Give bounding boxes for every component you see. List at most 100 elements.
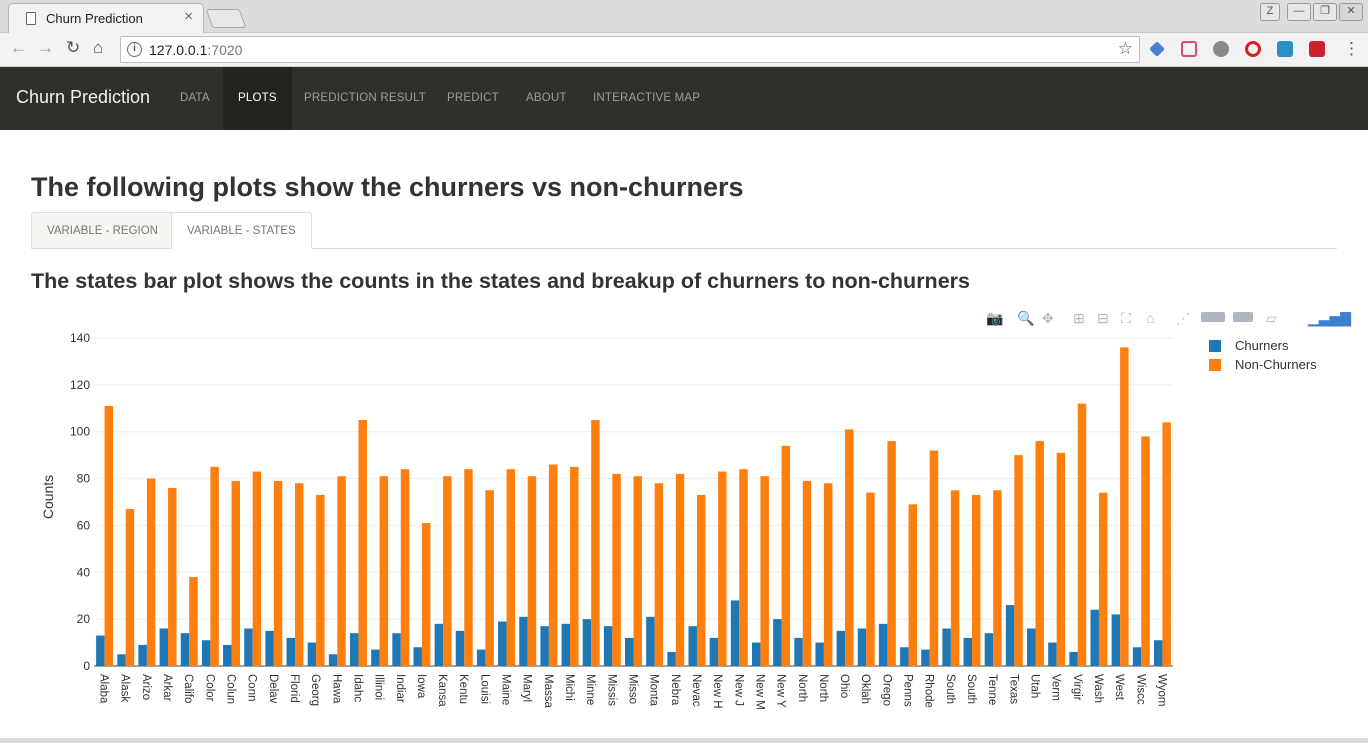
reset-axes-icon[interactable]: ⌂ bbox=[1146, 310, 1155, 326]
tab-variable-region[interactable]: VARIABLE - REGION bbox=[31, 212, 174, 249]
tab-variable-states[interactable]: VARIABLE - STATES bbox=[171, 212, 312, 249]
forward-icon[interactable]: → bbox=[37, 38, 54, 57]
bar bbox=[582, 619, 592, 666]
address-bar[interactable]: i 127.0.0.1:7020 ☆ bbox=[120, 36, 1140, 63]
zoom-in-icon[interactable]: ⊞ bbox=[1073, 310, 1085, 326]
bar bbox=[273, 480, 283, 666]
x-tick-label: Rhode bbox=[923, 674, 935, 708]
minimize-icon[interactable]: — bbox=[1287, 3, 1311, 21]
nav-interactive-map[interactable]: INTERACTIVE MAP bbox=[593, 92, 701, 104]
hover-closest-icon[interactable] bbox=[1201, 312, 1225, 322]
new-tab-button[interactable] bbox=[205, 9, 247, 28]
edit-chart-icon[interactable]: ▱ bbox=[1266, 310, 1277, 326]
nav-about[interactable]: ABOUT bbox=[526, 92, 567, 104]
legend: Churners Non-Churners bbox=[1209, 338, 1317, 372]
bar bbox=[337, 476, 346, 666]
bar bbox=[718, 471, 727, 666]
x-tick-label: Georg bbox=[309, 674, 321, 706]
extension-opera-icon[interactable] bbox=[1245, 41, 1261, 57]
bar bbox=[1056, 452, 1066, 666]
spike-lines-icon[interactable]: ⋰ bbox=[1176, 310, 1190, 326]
extension-reader-icon[interactable] bbox=[1277, 41, 1293, 57]
close-tab-icon[interactable]: × bbox=[184, 8, 193, 25]
plotly-logo-icon[interactable]: ▁▃▅▇ bbox=[1308, 310, 1352, 326]
x-tick-label: Kansa bbox=[436, 674, 448, 707]
reload-icon[interactable]: ↻ bbox=[66, 38, 81, 57]
window-close-icon[interactable]: ✕ bbox=[1339, 3, 1363, 21]
bar bbox=[802, 480, 812, 666]
x-tick-label: Nebra bbox=[669, 674, 681, 706]
bar bbox=[878, 623, 888, 666]
x-tick-label: Minne bbox=[584, 674, 596, 705]
bar bbox=[1153, 640, 1163, 666]
y-tick-label: 140 bbox=[70, 331, 90, 345]
pan-icon[interactable]: ✥ bbox=[1042, 310, 1054, 326]
bar bbox=[667, 651, 676, 666]
browser-tab-title: Churn Prediction bbox=[46, 11, 143, 26]
y-tick-label: 80 bbox=[77, 472, 91, 486]
bar bbox=[189, 576, 198, 666]
x-tick-label: New Y bbox=[775, 674, 787, 708]
extension-pocket-icon[interactable] bbox=[1181, 41, 1197, 57]
x-tick-label: South bbox=[944, 674, 956, 704]
x-tick-label: Delav bbox=[267, 674, 279, 704]
url-port: :7020 bbox=[207, 42, 243, 58]
extension-profile-icon[interactable] bbox=[1213, 41, 1229, 57]
bar bbox=[1077, 403, 1087, 666]
bar bbox=[210, 466, 219, 666]
y-tick-label: 100 bbox=[70, 425, 90, 439]
bar bbox=[815, 642, 824, 666]
legend-label-churners[interactable]: Churners bbox=[1235, 338, 1289, 353]
autoscale-icon[interactable]: ⛶ bbox=[1121, 310, 1131, 326]
bar bbox=[794, 637, 803, 666]
bar bbox=[612, 473, 621, 666]
extension-diamond-icon[interactable] bbox=[1149, 41, 1165, 57]
bar bbox=[646, 616, 655, 666]
bar bbox=[781, 445, 791, 666]
nav-prediction-result[interactable]: PREDICTION RESULT bbox=[304, 92, 427, 104]
navbar-brand[interactable]: Churn Prediction bbox=[16, 87, 151, 107]
x-tick-label: Penns bbox=[902, 674, 914, 707]
restore-icon[interactable]: ❐ bbox=[1313, 3, 1337, 21]
user-icon[interactable]: Z bbox=[1260, 3, 1280, 21]
x-tick-label: Massa bbox=[542, 674, 554, 708]
browser-tab[interactable]: Churn Prediction × bbox=[8, 3, 204, 33]
bar bbox=[866, 492, 875, 666]
x-tick-label: North bbox=[796, 674, 808, 702]
home-icon[interactable]: ⌂ bbox=[93, 38, 104, 57]
bar bbox=[371, 649, 380, 666]
bar bbox=[540, 626, 549, 666]
bar bbox=[1090, 609, 1099, 666]
extension-mendeley-icon[interactable] bbox=[1309, 41, 1325, 57]
menu-kebab-icon[interactable]: ⋮ bbox=[1343, 39, 1360, 58]
bar bbox=[1162, 422, 1171, 666]
zoom-icon[interactable]: 🔍 bbox=[1017, 310, 1035, 326]
nav-data[interactable]: DATA bbox=[180, 92, 210, 104]
bar bbox=[696, 494, 706, 666]
x-tick-label: West bbox=[1113, 674, 1125, 701]
y-tick-label: 120 bbox=[70, 378, 90, 392]
legend-swatch-churners[interactable] bbox=[1209, 340, 1221, 352]
bar bbox=[421, 523, 431, 666]
nav-plots[interactable]: PLOTS bbox=[223, 67, 292, 130]
bar bbox=[349, 633, 359, 666]
bar bbox=[1141, 436, 1150, 666]
bar bbox=[548, 464, 558, 666]
back-icon[interactable]: ← bbox=[10, 38, 27, 57]
camera-icon[interactable]: 📷 bbox=[986, 310, 1004, 326]
legend-swatch-non-churners[interactable] bbox=[1209, 359, 1221, 371]
bar bbox=[400, 469, 410, 666]
x-tick-label: Wiscc bbox=[1134, 674, 1146, 705]
x-tick-label: Misso bbox=[627, 674, 639, 704]
bar bbox=[887, 441, 896, 666]
bar bbox=[984, 633, 994, 666]
bar bbox=[591, 420, 600, 666]
bar bbox=[464, 469, 473, 666]
legend-label-non-churners[interactable]: Non-Churners bbox=[1235, 357, 1317, 372]
hover-compare-icon[interactable] bbox=[1233, 312, 1253, 322]
bar bbox=[434, 623, 444, 666]
bookmark-star-icon[interactable]: ☆ bbox=[1117, 39, 1133, 58]
nav-predict[interactable]: PREDICT bbox=[447, 92, 499, 104]
info-icon[interactable]: i bbox=[127, 42, 142, 57]
zoom-out-icon[interactable]: ⊟ bbox=[1097, 310, 1109, 326]
